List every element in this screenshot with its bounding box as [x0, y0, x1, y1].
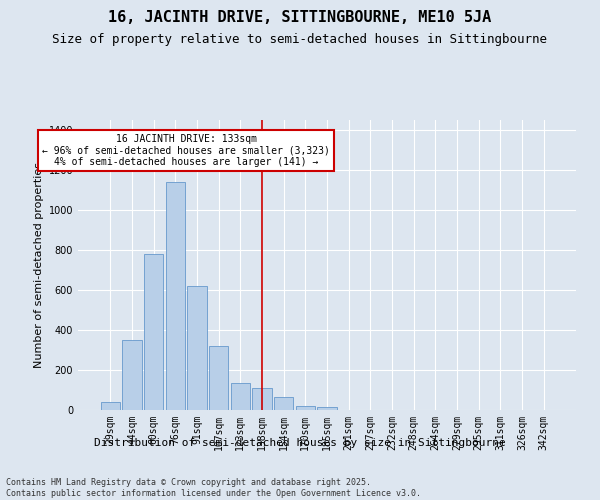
Bar — [209, 346, 229, 410]
Bar — [122, 340, 142, 410]
Text: Size of property relative to semi-detached houses in Sittingbourne: Size of property relative to semi-detach… — [53, 32, 548, 46]
Bar — [252, 388, 272, 410]
Y-axis label: Number of semi-detached properties: Number of semi-detached properties — [34, 162, 44, 368]
Bar — [166, 182, 185, 410]
Text: 16 JACINTH DRIVE: 133sqm
← 96% of semi-detached houses are smaller (3,323)
4% of: 16 JACINTH DRIVE: 133sqm ← 96% of semi-d… — [42, 134, 330, 167]
Bar — [187, 286, 207, 410]
Bar — [144, 254, 163, 410]
Bar — [101, 402, 120, 410]
Text: Contains HM Land Registry data © Crown copyright and database right 2025.
Contai: Contains HM Land Registry data © Crown c… — [6, 478, 421, 498]
Bar — [296, 406, 315, 410]
Text: 16, JACINTH DRIVE, SITTINGBOURNE, ME10 5JA: 16, JACINTH DRIVE, SITTINGBOURNE, ME10 5… — [109, 10, 491, 25]
Bar — [317, 407, 337, 410]
Bar — [274, 397, 293, 410]
Bar — [230, 383, 250, 410]
Text: Distribution of semi-detached houses by size in Sittingbourne: Distribution of semi-detached houses by … — [94, 438, 506, 448]
